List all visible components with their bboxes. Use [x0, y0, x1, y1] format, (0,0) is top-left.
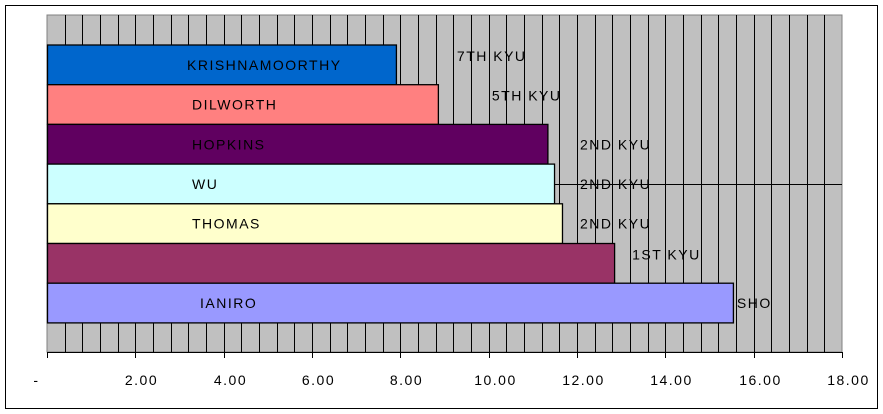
bar: [46, 203, 564, 245]
bar-rank-label: SHO: [737, 295, 772, 311]
bar-rank-label: 2ND KYU: [580, 216, 651, 232]
bar-name-label: HOPKINS: [192, 136, 266, 152]
bar: [46, 282, 735, 324]
bar: [46, 123, 549, 165]
x-tick-label: 10.00: [474, 372, 517, 388]
bar: [46, 44, 398, 86]
x-tick-label: -: [33, 372, 39, 388]
bar-name-label: WU: [192, 176, 218, 192]
bar: [46, 163, 556, 205]
bar-rank-label: 2ND KYU: [580, 176, 651, 192]
x-tick-label: 6.00: [302, 372, 335, 388]
bar-rank-label: 7TH KYU: [457, 48, 527, 64]
x-tick-label: 18.00: [827, 372, 870, 388]
x-tick-label: 4.00: [214, 372, 247, 388]
bar-rank-label: 1ST KYU: [632, 246, 701, 262]
bar-rank-label: 5TH KYU: [492, 88, 562, 104]
x-tick-label: 2.00: [125, 372, 158, 388]
bar-name-label: THOMAS: [192, 216, 261, 232]
bar-name-label: IANIRO: [200, 295, 257, 311]
bar: [46, 242, 616, 284]
x-tick-label: 8.00: [390, 372, 423, 388]
x-tick-label: 14.00: [650, 372, 693, 388]
bar-rank-label: 2ND KYU: [580, 136, 651, 152]
bar-name-label: KRISHNAMOORTHY: [187, 57, 342, 73]
x-tick-label: 16.00: [739, 372, 782, 388]
x-tick-label: 12.00: [562, 372, 605, 388]
bar-name-label: DILWORTH: [192, 97, 277, 113]
bar: [46, 84, 440, 126]
